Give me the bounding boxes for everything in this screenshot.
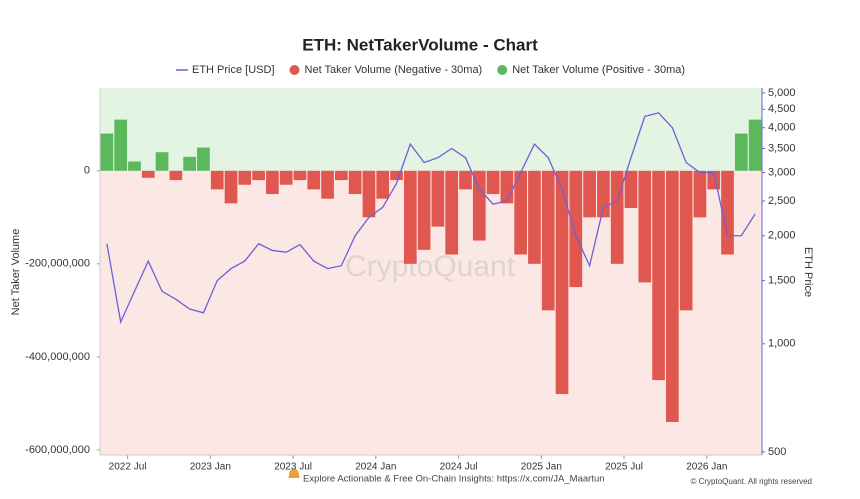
y2-tick-label: 3,000 <box>768 166 796 178</box>
bar <box>390 170 403 181</box>
chart-title: ETH: NetTakerVolume - Chart <box>302 35 538 54</box>
x-tick-label: 2023 Jan <box>190 462 231 473</box>
bar <box>266 170 279 195</box>
y2-tick-label: 4,000 <box>768 122 796 134</box>
y2-tick-label: 4,500 <box>768 103 796 115</box>
bar <box>293 170 307 181</box>
bar <box>376 170 390 199</box>
y-axis-title: Net Taker Volume <box>10 229 22 316</box>
bar <box>528 170 541 264</box>
negative-zone <box>100 170 762 455</box>
bar <box>597 170 610 218</box>
y2-tick-label: 1,500 <box>768 274 796 286</box>
price-line <box>106 112 756 325</box>
bar <box>679 170 693 311</box>
x-tick-label: 2024 Jan <box>355 462 396 473</box>
y2-tick-label: 2,000 <box>768 230 796 242</box>
bar <box>431 170 445 227</box>
y-tick-label: 0 <box>84 165 90 177</box>
bar <box>210 170 224 190</box>
y-tick-label: -600,000,000 <box>25 444 90 456</box>
x-tick-label: 2025 Jul <box>605 462 643 473</box>
bar <box>486 170 500 195</box>
bar <box>403 170 417 264</box>
y2-tick-label: 2,500 <box>768 195 796 207</box>
bar <box>652 170 665 381</box>
bar <box>541 170 555 311</box>
bar <box>128 161 141 171</box>
positive-zone <box>100 88 762 171</box>
x-tick-label: 2023 Jul <box>274 462 312 473</box>
x-tick-label: 2024 Jul <box>440 462 478 473</box>
bar <box>666 170 679 422</box>
bar <box>583 170 596 218</box>
footer: Explore Actionable & Free On-Chain Insig… <box>303 474 605 485</box>
legend-swatch <box>497 65 508 75</box>
bar <box>348 170 362 195</box>
bar <box>514 170 527 255</box>
bar <box>693 170 707 218</box>
y2-tick-label: 5,000 <box>768 87 796 99</box>
bar <box>734 133 748 171</box>
bar <box>321 170 334 199</box>
bar <box>555 170 569 395</box>
y2-tick-label: 500 <box>768 446 786 458</box>
y2-tick-label: 3,500 <box>768 142 796 154</box>
y-tick-label: -200,000,000 <box>25 258 90 270</box>
bar <box>500 170 514 204</box>
bar <box>141 170 155 178</box>
watermark: CryptoQuant <box>345 250 516 283</box>
bar <box>307 170 321 190</box>
bar <box>183 156 196 171</box>
bar <box>335 170 348 181</box>
bar <box>155 152 169 171</box>
x-tick-label: 2025 Jan <box>521 462 562 473</box>
legend-label: Net Taker Volume (Positive - 30ma) <box>512 64 685 76</box>
bar <box>197 147 210 171</box>
bar <box>638 170 652 283</box>
bar <box>459 170 472 190</box>
bar <box>100 133 114 171</box>
bar <box>748 119 762 171</box>
bar <box>417 170 431 250</box>
bar <box>569 170 583 288</box>
bar <box>472 170 486 241</box>
bar <box>114 119 128 171</box>
y2-axis-title: ETH Price <box>802 247 814 297</box>
bar <box>445 170 459 255</box>
bell-icon <box>288 469 300 478</box>
bar <box>721 170 734 255</box>
bar <box>279 170 293 185</box>
legend-label: ETH Price [USD] <box>192 64 275 76</box>
bar <box>224 170 238 204</box>
bar <box>362 170 376 218</box>
copyright: © CryptoQuant. All rights reserved <box>691 477 813 486</box>
x-tick-label: 2022 Jul <box>109 462 147 473</box>
bar <box>169 170 183 181</box>
y-tick-label: -400,000,000 <box>25 351 90 363</box>
bar <box>238 170 252 185</box>
legend-label: Net Taker Volume (Negative - 30ma) <box>305 64 483 76</box>
legend-swatch <box>289 65 300 75</box>
x-tick-label: 2026 Jan <box>686 462 727 473</box>
bar <box>624 170 638 209</box>
bar <box>610 170 624 264</box>
bar <box>252 170 265 181</box>
y2-tick-label: 1,000 <box>768 338 796 350</box>
